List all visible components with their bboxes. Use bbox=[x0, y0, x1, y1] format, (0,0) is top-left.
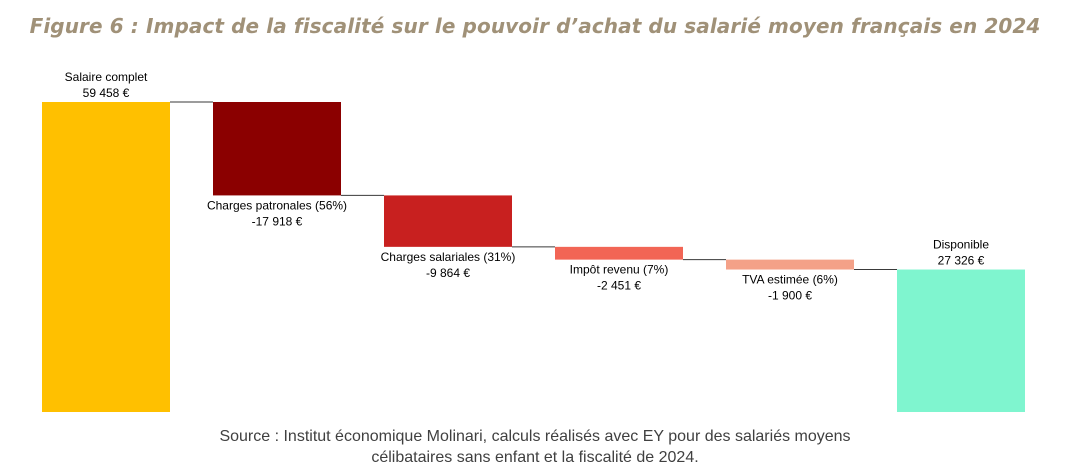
source-line-1: Source : Institut économique Molinari, c… bbox=[219, 428, 851, 445]
category-label-1: Charges patronales (56%) bbox=[207, 198, 347, 212]
bar-4 bbox=[726, 259, 854, 270]
bar-1 bbox=[213, 102, 341, 196]
value-label-1: -17 918 € bbox=[252, 214, 303, 228]
source-note: Source : Institut économique Molinari, c… bbox=[0, 426, 1070, 468]
value-label-0: 59 458 € bbox=[83, 86, 130, 100]
value-label-2: -9 864 € bbox=[426, 266, 470, 280]
bar-2 bbox=[384, 195, 512, 247]
value-label-3: -2 451 € bbox=[597, 279, 641, 293]
value-label-5: 27 326 € bbox=[938, 254, 985, 268]
category-label-5: Disponible bbox=[933, 238, 989, 252]
bar-3 bbox=[555, 246, 683, 260]
source-line-2: célibataires sans enfant et la fiscalité… bbox=[371, 449, 699, 466]
category-label-3: Impôt revenu (7%) bbox=[570, 263, 669, 277]
value-label-4: -1 900 € bbox=[768, 289, 812, 303]
category-label-2: Charges salariales (31%) bbox=[381, 250, 516, 264]
category-label-4: TVA estimée (6%) bbox=[742, 273, 838, 287]
waterfall-chart: Salaire complet 59 458 € Charges patronale… bbox=[42, 70, 1025, 412]
figure-title: Figure 6 : Impact de la fiscalité sur le… bbox=[29, 14, 1041, 38]
bar-5 bbox=[897, 269, 1025, 412]
bar-0 bbox=[42, 102, 170, 412]
category-label-0: Salaire complet bbox=[65, 70, 148, 84]
